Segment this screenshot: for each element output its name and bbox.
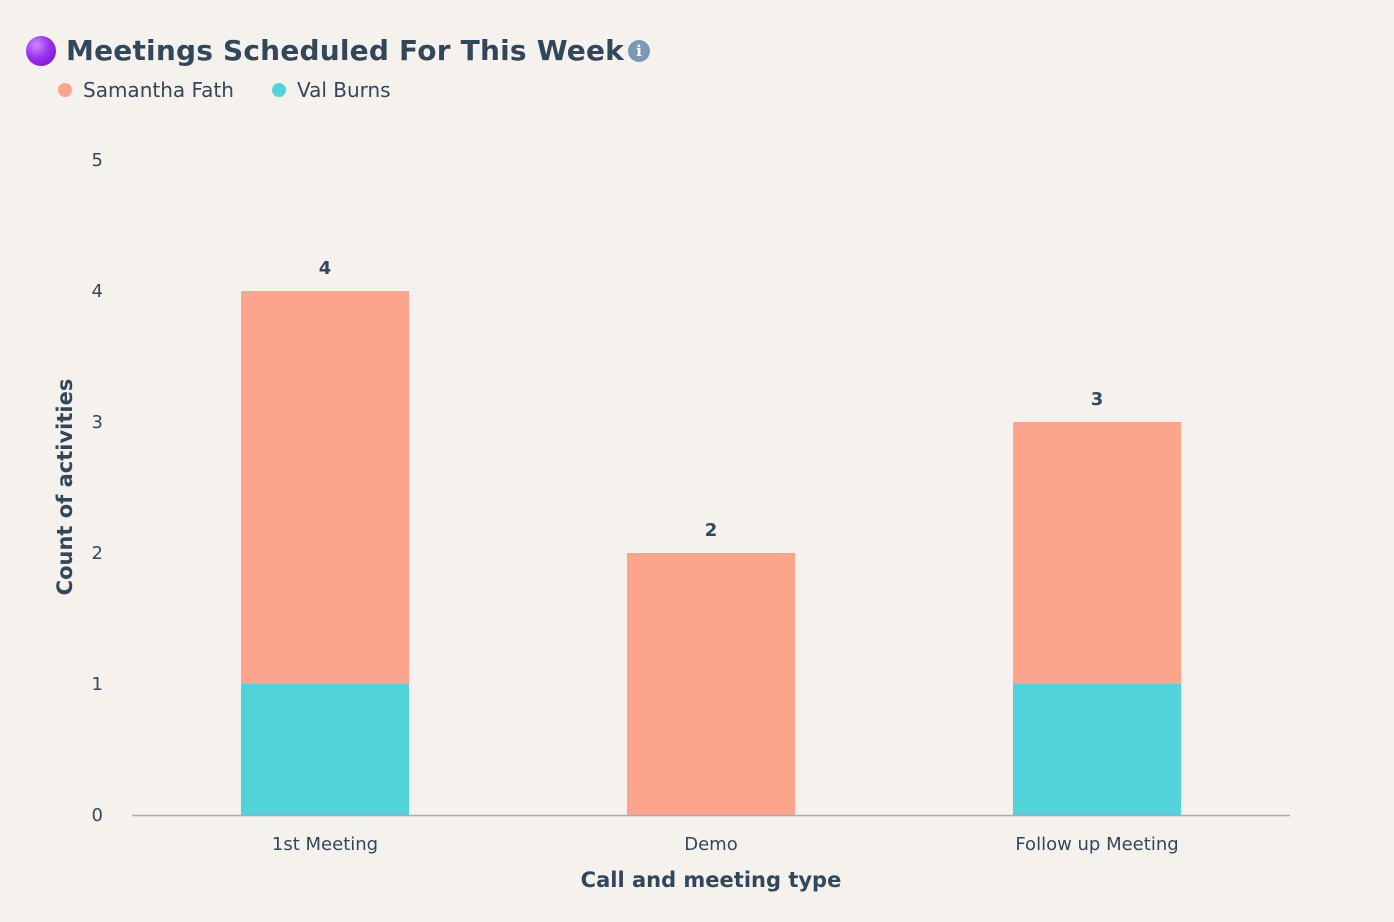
bar-segment-val-burns — [1013, 684, 1181, 815]
y-tick-label: 2 — [92, 543, 103, 564]
legend-item-samantha-fath[interactable]: Samantha Fath — [58, 78, 234, 102]
y-tick-label: 5 — [92, 150, 103, 171]
bar-segment-samantha-fath — [241, 291, 409, 684]
y-tick-label: 0 — [92, 805, 103, 826]
y-tick-label: 4 — [92, 281, 103, 302]
bar-segment-samantha-fath — [627, 553, 795, 815]
info-icon[interactable]: i — [627, 39, 650, 62]
x-tick-label: Demo — [684, 834, 737, 855]
x-tick-label: 1st Meeting — [272, 834, 378, 855]
y-axis-title: Count of activities — [53, 379, 77, 596]
chart-title: Meetings Scheduled For This Week — [66, 34, 624, 67]
bar-segment-val-burns — [241, 684, 409, 815]
y-tick-label: 1 — [92, 674, 103, 695]
chart-legend: Samantha Fath Val Burns — [58, 78, 429, 102]
chart-header: Meetings Scheduled For This Week i — [26, 34, 650, 67]
bar-totals: 4 2 3 — [319, 258, 1104, 541]
x-axis-ticks: 1st Meeting Demo Follow up Meeting — [272, 834, 1179, 855]
bar-total-label: 2 — [705, 520, 718, 541]
legend-label: Samantha Fath — [83, 78, 234, 102]
legend-item-val-burns[interactable]: Val Burns — [271, 78, 391, 102]
x-tick-label: Follow up Meeting — [1015, 834, 1178, 855]
legend-label: Val Burns — [296, 78, 391, 102]
y-tick-label: 3 — [92, 412, 103, 433]
y-axis-ticks: 0 1 2 3 4 5 — [92, 150, 103, 826]
bar-total-label: 4 — [319, 258, 332, 279]
bars — [241, 291, 1181, 815]
bar-segment-samantha-fath — [1013, 422, 1181, 684]
x-axis-title: Call and meeting type — [581, 868, 842, 892]
purple-circle-icon — [26, 35, 56, 66]
bar-total-label: 3 — [1091, 389, 1104, 410]
legend-dot — [58, 83, 72, 97]
legend-dot — [271, 83, 286, 97]
